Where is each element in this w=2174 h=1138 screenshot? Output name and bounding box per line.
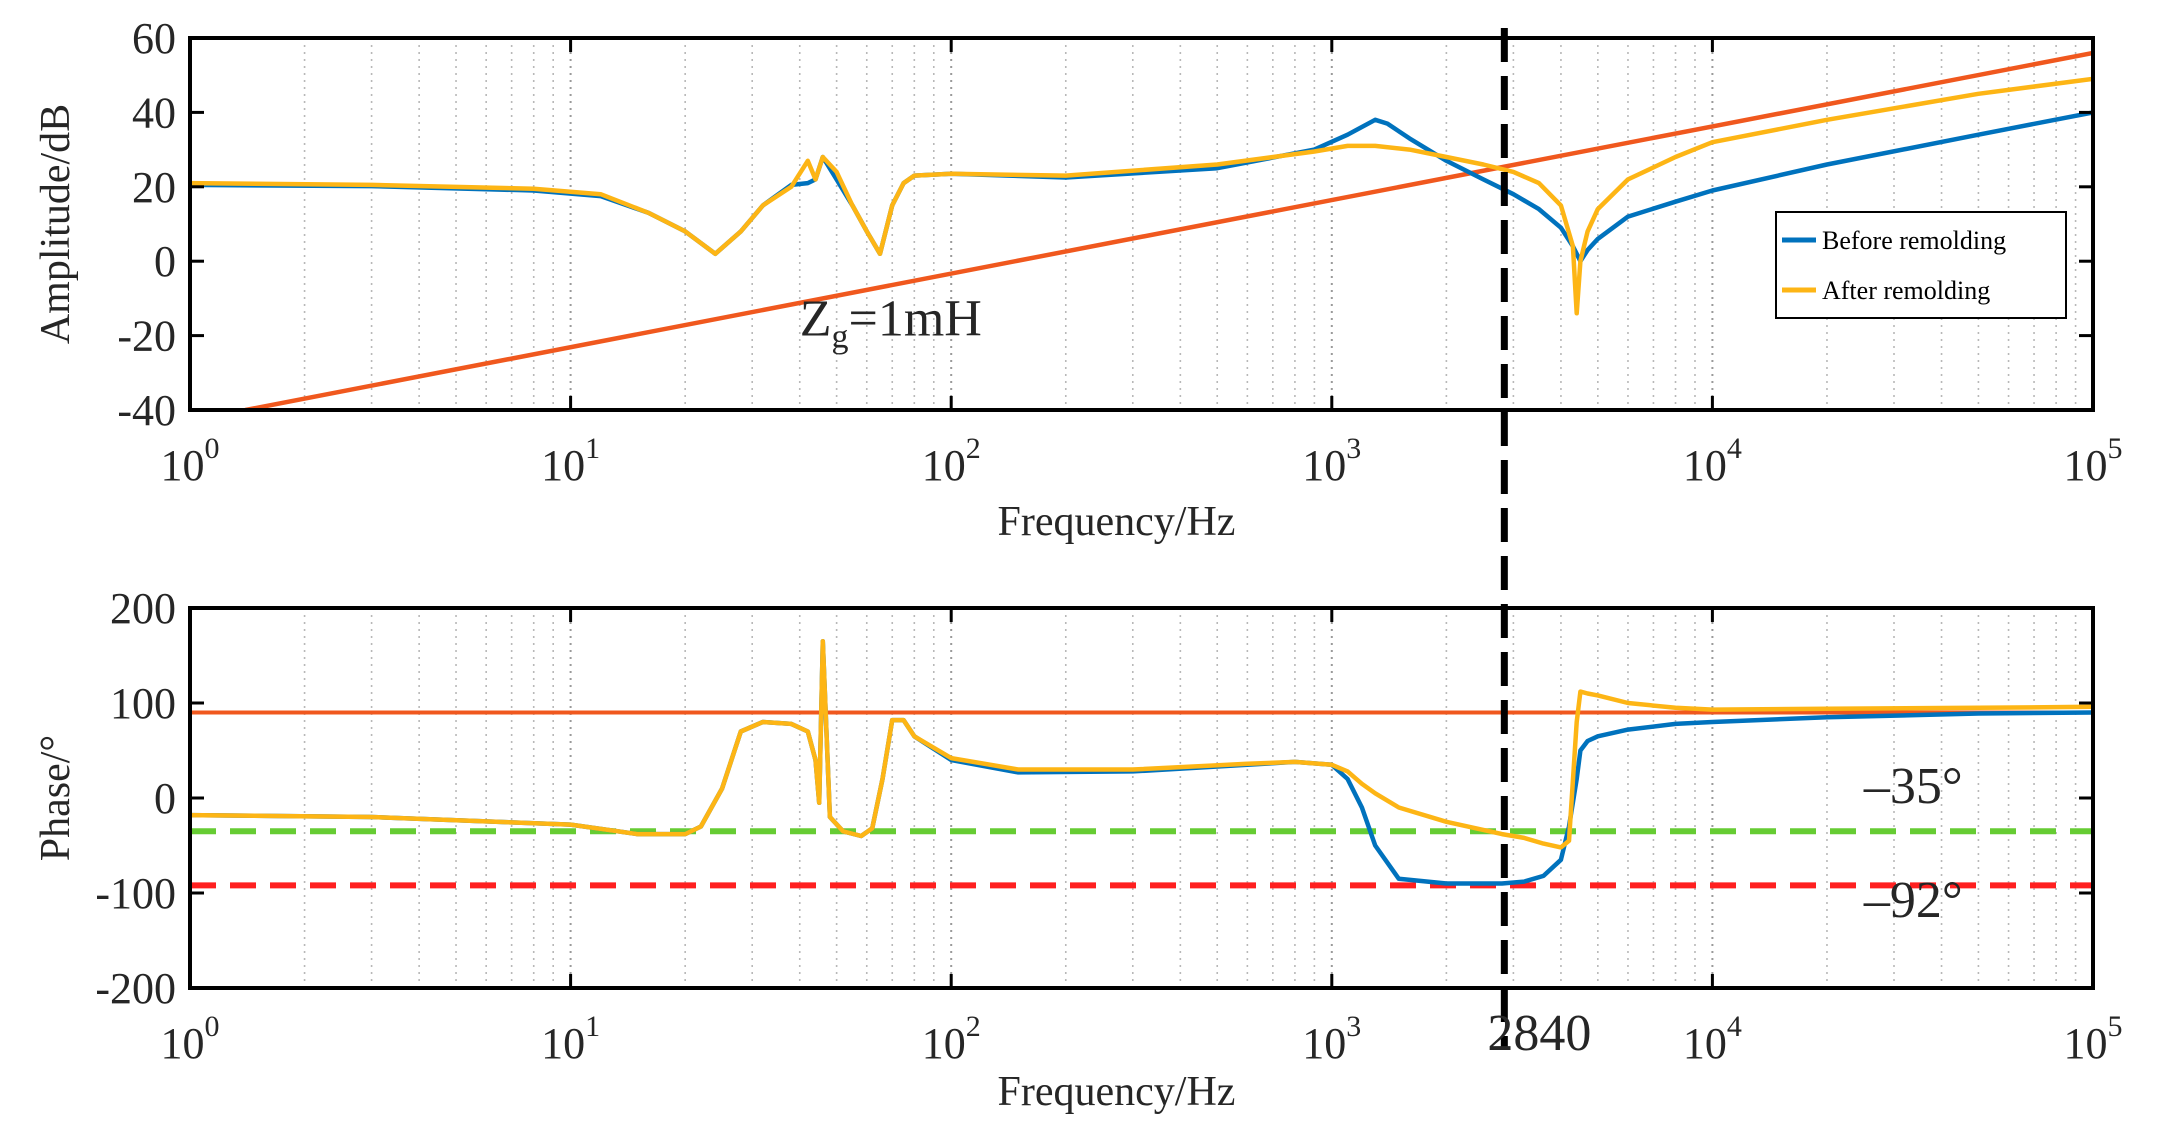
x-tick-label: 100	[161, 1010, 220, 1068]
amplitude-axes-frame	[188, 36, 2095, 412]
x-tick-label: 100	[161, 432, 220, 490]
amplitude-y-axis-label: Amplitude/dB	[33, 104, 79, 344]
y-tick-label: -40	[117, 386, 176, 435]
legend-label: After remolding	[1822, 276, 1990, 305]
x-tick-label: 102	[922, 432, 981, 490]
y-tick-label: -200	[95, 964, 176, 1013]
x-tick-label: 103	[1302, 432, 1361, 490]
x-tick-label: 103	[1302, 1010, 1361, 1068]
phase-annotations: –35° –92°	[1863, 758, 1963, 929]
x-tick-label: 101	[541, 1010, 600, 1068]
x-tick-label: 102	[922, 1010, 981, 1068]
x-tick-label: 104	[1683, 432, 1742, 490]
phase-x-axis-label: Frequency/Hz	[998, 1069, 1236, 1115]
y-tick-label: 200	[110, 584, 176, 633]
amplitude-panel: -40 -20 0 20 40 60 100 101 102 103 104 105 Frequenc…	[33, 14, 2123, 545]
phase-grid	[303, 608, 2077, 988]
y-tick-label: 40	[132, 88, 176, 137]
x-tick-label: 105	[2064, 432, 2123, 490]
x-tick-label: 104	[1683, 1010, 1742, 1068]
phase-series	[190, 639, 2093, 886]
phase-y-axis-label: Phase/°	[33, 735, 79, 861]
y-tick-label: -20	[117, 312, 176, 361]
x-tick-label: 101	[541, 432, 600, 490]
y-tick-label: 0	[154, 237, 176, 286]
y-tick-label: 0	[154, 774, 176, 823]
y-tick-label: 60	[132, 14, 176, 63]
amplitude-x-axis-label: Frequency/Hz	[998, 499, 1236, 545]
phase-ticks: -200 -100 0 100 200 100 101 102 103 104 105	[95, 584, 2122, 1068]
amplitude-annotations: Zg=1mH	[800, 291, 982, 356]
annotation: –35°	[1863, 758, 1963, 815]
legend-box	[1775, 211, 2067, 319]
crossover-marker: 2840	[1487, 28, 1591, 1062]
x-tick-label: 105	[2064, 1010, 2123, 1068]
legend: Before remolding After remolding	[1775, 211, 2067, 319]
annotation: Zg=1mH	[800, 291, 982, 356]
series-after-remolding	[190, 639, 2093, 850]
series-after-remolding	[190, 76, 2093, 316]
phase-panel: -200 -100 0 100 200 100 101 102 103 104 105 Freque…	[33, 584, 2123, 1115]
y-tick-label: -100	[95, 869, 176, 918]
crossover-label: 2840	[1487, 1005, 1591, 1062]
annotation: –92°	[1863, 872, 1963, 929]
amplitude-series	[190, 50, 2093, 410]
phase-plot-area	[190, 608, 2093, 988]
amplitude-ticks: -40 -20 0 20 40 60 100 101 102 103 104 105	[117, 14, 2122, 490]
y-tick-label: 20	[132, 163, 176, 212]
series-grid-impedance-zg-1mh	[243, 50, 2093, 410]
amplitude-grid	[303, 38, 2077, 410]
y-tick-label: 100	[110, 679, 176, 728]
phase-reference-lines	[190, 710, 2093, 889]
legend-label: Before remolding	[1822, 226, 2006, 255]
